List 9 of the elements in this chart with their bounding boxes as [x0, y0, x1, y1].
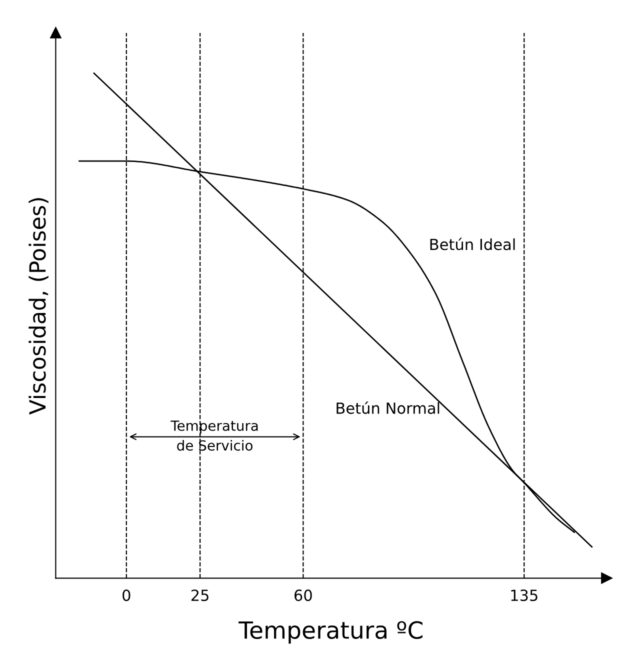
y-axis-title: Viscosidad, (Poises) — [28, 198, 48, 415]
series-label: Betún Ideal — [430, 238, 515, 250]
x-tick-label: 60 — [294, 590, 312, 602]
x-tick-label: 0 — [122, 590, 130, 602]
x-tick-label: 25 — [191, 590, 208, 602]
annotation: Temperatura de Servicio — [170, 420, 258, 451]
x-tick-label: 135 — [511, 590, 538, 602]
x-axis-title: Temperatura ºC — [238, 621, 422, 644]
series-label: Betún Normal — [336, 402, 440, 414]
